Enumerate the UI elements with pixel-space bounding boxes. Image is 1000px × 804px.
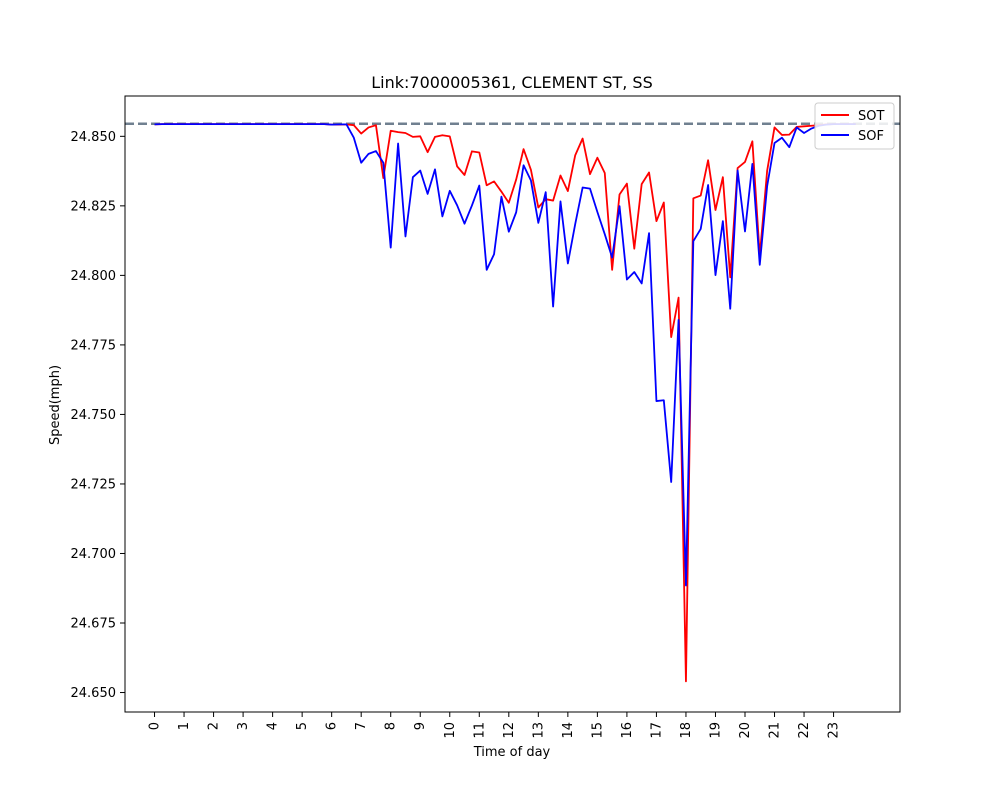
y-tick-label: 24.725 (71, 477, 117, 492)
x-tick-label: 2 (207, 722, 222, 730)
x-tick-label: 14 (561, 722, 576, 739)
x-tick-label: 22 (797, 722, 812, 739)
x-tick-label: 21 (768, 722, 783, 739)
plot-frame (124, 95, 901, 713)
plot-area (125, 122, 900, 683)
x-axis: 0 1 2 3 4 5 6 7 8 9 10 11 12 13 14 15 16 17 18 19 20 21 22 23 (148, 712, 842, 739)
y-tick-label: 24.775 (71, 338, 117, 353)
y-tick-label: 24.825 (71, 199, 117, 214)
chart-title: Link:7000005361, CLEMENT ST, SS (371, 73, 652, 92)
x-tick-label: 16 (620, 722, 635, 739)
y-tick-label: 24.800 (71, 269, 117, 284)
y-axis: 24.650 24.675 24.700 24.725 24.750 24.775 24.8… (71, 130, 125, 701)
x-tick-label: 17 (649, 722, 664, 739)
legend-label-sof: SOF (858, 129, 884, 144)
x-tick-label: 19 (708, 722, 723, 739)
y-tick-label: 24.700 (71, 547, 117, 562)
x-tick-label: 10 (443, 722, 458, 739)
y-axis-label: Speed(mph) (48, 365, 63, 445)
x-tick-label: 8 (384, 722, 399, 730)
series-line-sof (154, 123, 856, 587)
x-tick-label: 6 (325, 722, 340, 730)
x-tick-label: 9 (413, 722, 428, 730)
x-tick-label: 13 (531, 722, 546, 739)
legend-label-sot: SOT (858, 109, 884, 124)
y-tick-label: 24.650 (71, 686, 117, 701)
legend: SOT SOF (814, 102, 895, 150)
x-tick-label: 5 (295, 722, 310, 730)
x-axis-label: Time of day (473, 745, 551, 760)
x-tick-label: 20 (738, 722, 753, 739)
x-tick-label: 23 (827, 722, 842, 739)
y-tick-label: 24.850 (71, 130, 117, 145)
x-tick-label: 4 (266, 722, 281, 730)
x-tick-label: 11 (472, 722, 487, 739)
x-tick-label: 1 (177, 722, 192, 730)
x-tick-label: 7 (354, 722, 369, 730)
x-tick-label: 12 (502, 722, 517, 739)
x-tick-label: 3 (236, 722, 251, 730)
y-tick-label: 24.675 (71, 617, 117, 632)
x-tick-label: 0 (148, 722, 163, 730)
x-tick-label: 18 (679, 722, 694, 739)
y-tick-label: 24.750 (71, 408, 117, 423)
x-tick-label: 15 (590, 722, 605, 739)
